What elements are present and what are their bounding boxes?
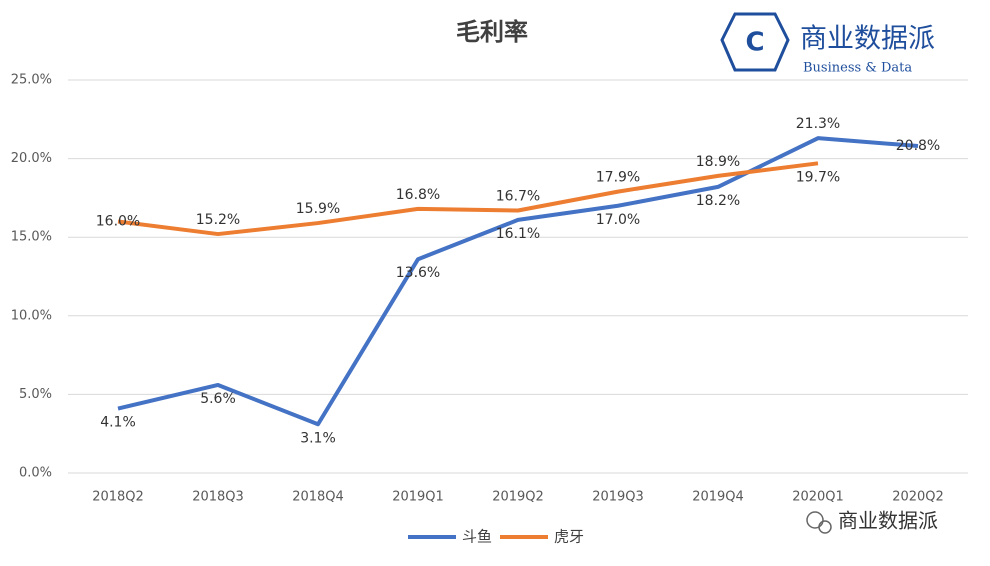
x-tick-label: 2020Q2 <box>892 490 944 505</box>
data-label: 19.7% <box>796 169 840 185</box>
y-tick-label: 25.0% <box>11 73 52 88</box>
logo-name: 商业数据派 <box>800 24 935 55</box>
data-label: 16.1% <box>496 226 540 242</box>
x-tick-label: 2019Q4 <box>692 490 744 505</box>
data-label: 4.1% <box>100 415 136 431</box>
x-tick-label: 2020Q1 <box>792 490 844 505</box>
x-tick-label: 2018Q3 <box>192 490 244 505</box>
data-label: 18.2% <box>696 193 740 209</box>
data-label: 21.3% <box>796 116 840 132</box>
y-tick-label: 10.0% <box>11 308 52 323</box>
data-label: 13.6% <box>396 265 440 281</box>
x-tick-label: 2019Q2 <box>492 490 544 505</box>
data-label: 15.9% <box>296 201 340 217</box>
data-label: 15.2% <box>196 212 240 228</box>
wechat-icon <box>806 511 824 529</box>
data-label: 5.6% <box>200 391 236 407</box>
data-label: 18.9% <box>696 154 740 170</box>
data-label: 17.9% <box>596 170 640 186</box>
data-label: 20.8% <box>896 138 940 154</box>
data-label: 16.0% <box>96 213 140 229</box>
legend-label: 虎牙 <box>554 528 584 546</box>
data-label: 17.0% <box>596 212 640 228</box>
logo: C 商业数据派 Business & Data <box>720 12 935 76</box>
data-label: 3.1% <box>300 430 336 446</box>
x-tick-label: 2019Q3 <box>592 490 644 505</box>
x-tick-label: 2018Q2 <box>92 490 144 505</box>
legend-label: 斗鱼 <box>462 528 492 546</box>
logo-subtitle: Business & Data <box>803 61 912 76</box>
data-label: 16.7% <box>496 188 540 204</box>
watermark: 商业数据派 <box>838 509 938 533</box>
data-label: 16.8% <box>396 187 440 203</box>
x-tick-label: 2018Q4 <box>292 490 344 505</box>
y-tick-label: 20.0% <box>11 151 52 166</box>
x-tick-label: 2019Q1 <box>392 490 444 505</box>
logo-icon: C <box>745 28 764 58</box>
y-tick-label: 5.0% <box>19 387 52 402</box>
wechat-icon <box>818 520 832 534</box>
y-tick-label: 0.0% <box>19 466 52 481</box>
chart-title: 毛利率 <box>456 18 528 46</box>
line-series <box>117 161 819 237</box>
y-tick-label: 15.0% <box>11 230 52 245</box>
line-series <box>117 136 919 427</box>
logo-frame <box>720 12 790 72</box>
watermark-group: 商业数据派 <box>806 509 938 534</box>
